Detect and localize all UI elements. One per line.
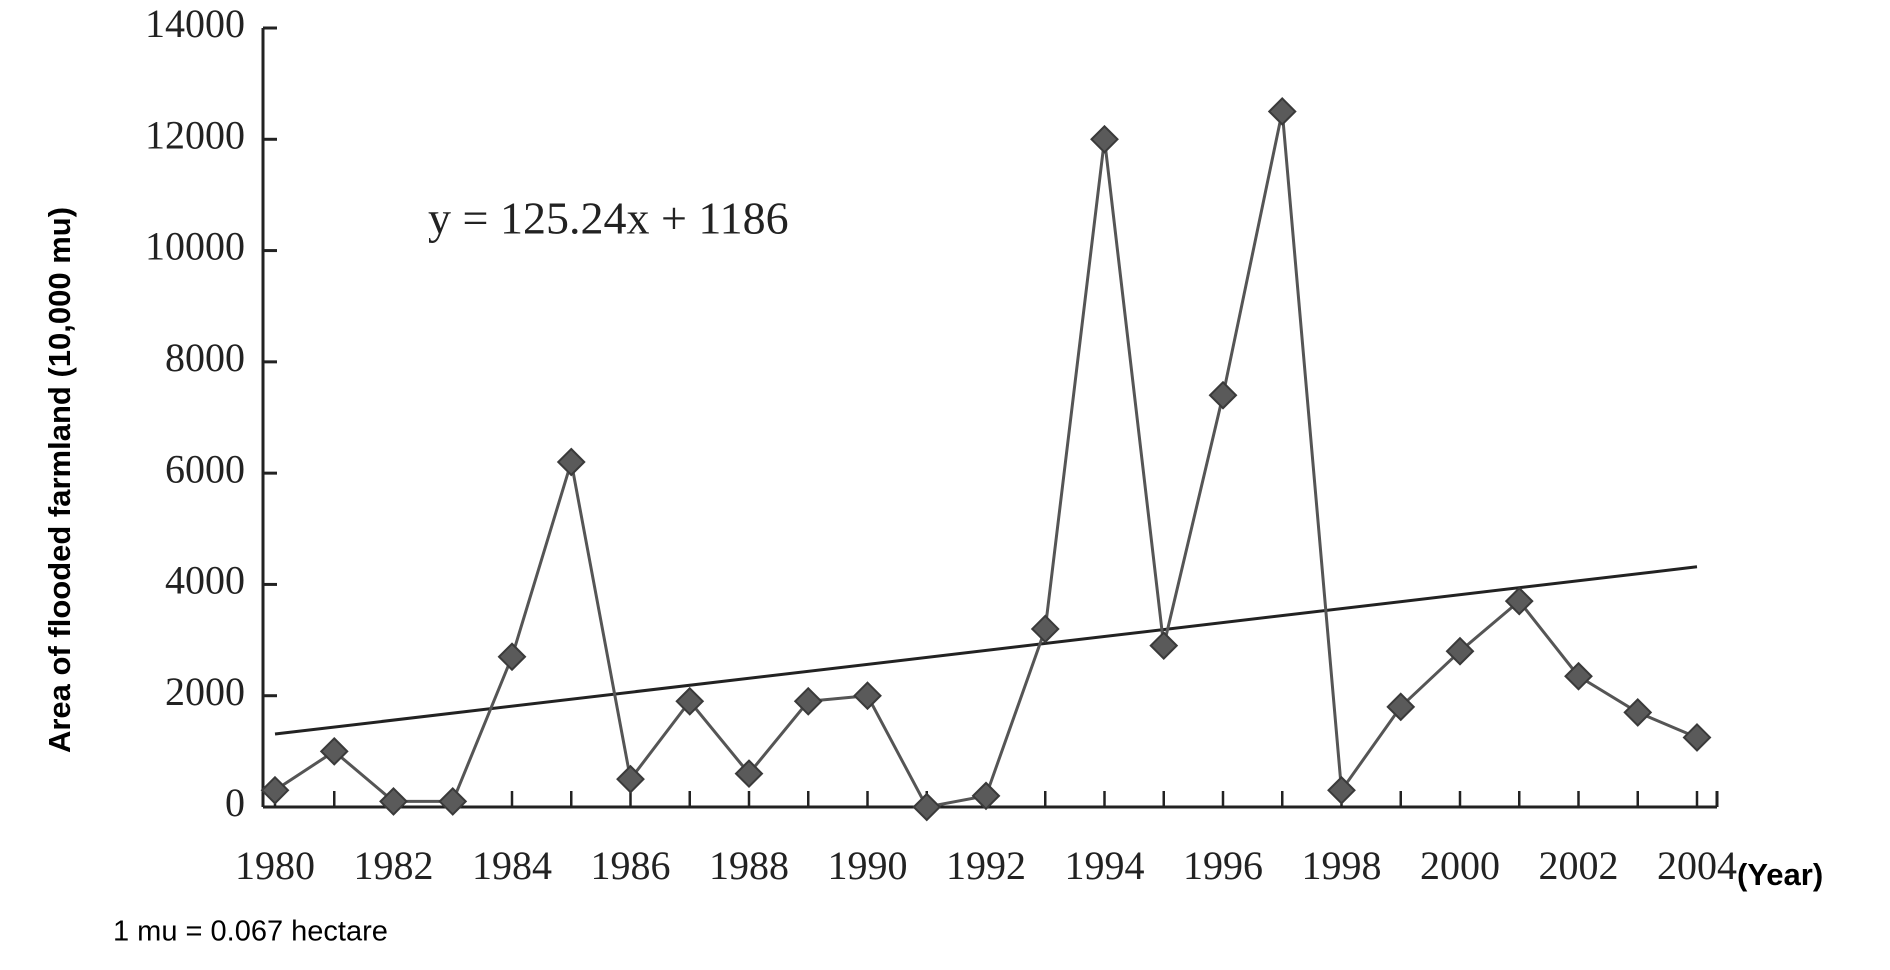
y-tick-label: 6000	[165, 446, 245, 491]
marker	[319, 736, 349, 766]
marker	[379, 787, 408, 816]
x-tick-label: 1996	[1183, 843, 1263, 888]
marker	[971, 781, 1001, 811]
marker	[497, 642, 527, 672]
marker	[675, 686, 705, 716]
y-axis-title: Area of flooded farmland (10,000 mu)	[42, 207, 77, 753]
trend-equation: y = 125.24x + 1186	[428, 193, 789, 244]
x-tick-label: 1988	[709, 843, 789, 888]
x-tick-label: 1984	[472, 843, 552, 888]
y-tick-label: 4000	[165, 558, 245, 603]
marker	[556, 447, 586, 477]
marker	[1267, 97, 1297, 126]
x-tick-label: 1994	[1065, 843, 1145, 888]
marker	[1090, 124, 1119, 154]
x-tick-label: 1990	[828, 843, 908, 888]
y-tick-label: 8000	[165, 335, 245, 380]
marker	[1208, 380, 1238, 410]
x-tick-label: 2002	[1539, 843, 1619, 888]
marker	[912, 792, 942, 822]
x-tick-label: 2000	[1420, 843, 1500, 888]
x-axis-title: (Year)	[1737, 857, 1823, 892]
marker	[1149, 631, 1179, 661]
marker	[1445, 636, 1475, 666]
marker	[1030, 614, 1060, 644]
x-tick-label: 1992	[946, 843, 1026, 888]
marker	[1386, 692, 1416, 722]
x-tick-label: 1998	[1302, 843, 1382, 888]
x-tick-label: 1982	[354, 843, 434, 888]
marker	[1504, 586, 1534, 616]
y-tick-label: 12000	[145, 112, 245, 157]
y-tick-label: 0	[225, 780, 245, 825]
marker	[793, 686, 823, 716]
marker	[1623, 697, 1653, 727]
marker	[853, 681, 882, 711]
note: 1 mu = 0.067 hectare	[113, 916, 388, 948]
y-tick-label: 2000	[165, 669, 245, 714]
y-tick-label: 14000	[145, 1, 245, 46]
marker	[1327, 775, 1356, 805]
x-tick-label: 2004	[1657, 843, 1737, 888]
x-tick-label: 1986	[591, 843, 671, 888]
marker	[1682, 723, 1712, 752]
marker	[260, 775, 290, 805]
trend-line	[274, 565, 1698, 736]
x-tick-label: 1980	[235, 843, 315, 888]
marker	[438, 787, 468, 816]
marker	[1564, 661, 1593, 691]
marker	[616, 764, 645, 794]
marker	[734, 759, 764, 789]
y-tick-label: 10000	[145, 224, 245, 269]
